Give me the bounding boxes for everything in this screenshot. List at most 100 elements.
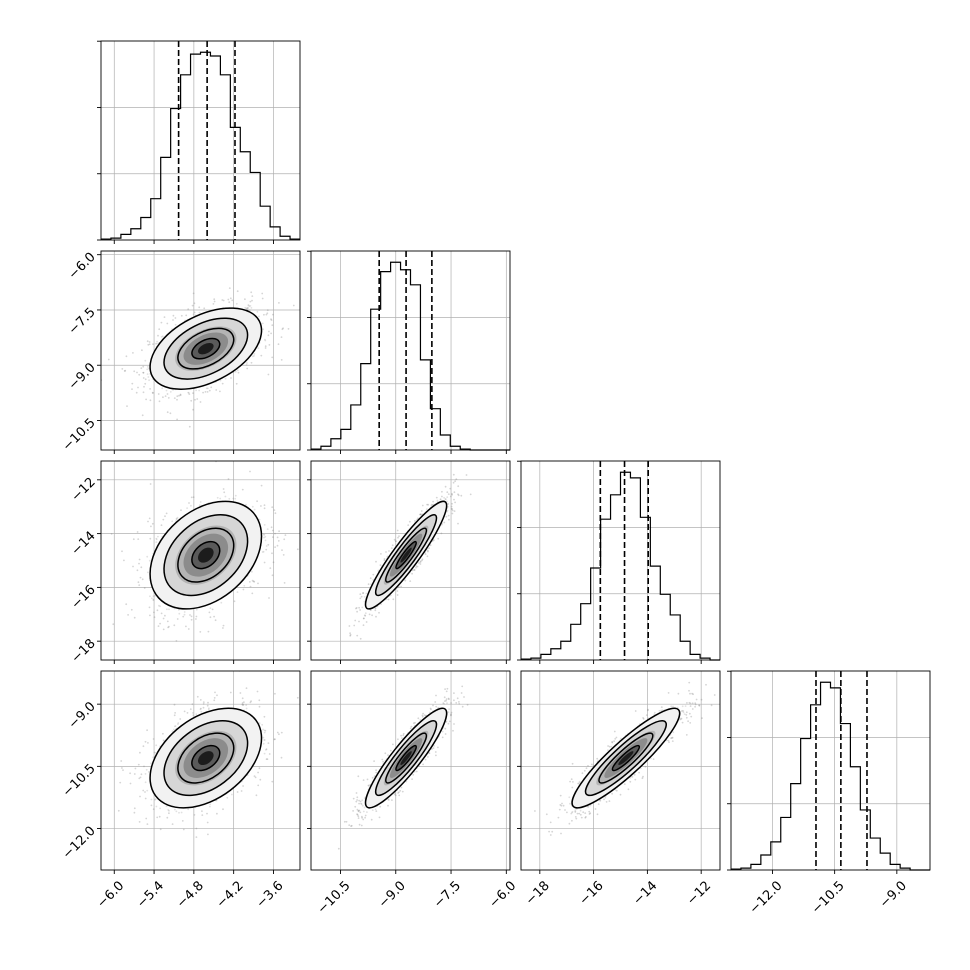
scatter-point [441, 495, 443, 498]
scatter-point [236, 290, 239, 293]
scatter-point [264, 539, 267, 542]
scatter-point [263, 313, 265, 316]
scatter-point [271, 324, 274, 327]
scatter-point [363, 614, 366, 617]
scatter-point [131, 382, 134, 385]
scatter-point [277, 343, 280, 346]
scatter-point [450, 505, 453, 508]
scatter-point [248, 309, 251, 312]
scatter-point [182, 828, 185, 831]
scatter-point [207, 708, 210, 711]
scatter-point [250, 700, 253, 703]
scatter-point [355, 607, 358, 609]
scatter-point [121, 368, 124, 370]
scatter-point [396, 529, 399, 532]
scatter-point [421, 504, 424, 507]
scatter-point [274, 532, 276, 535]
scatter-point [177, 608, 180, 611]
scatter-point [190, 618, 193, 621]
scatter-point [264, 535, 267, 538]
scatter-point [281, 549, 283, 551]
scatter-point [421, 559, 423, 562]
hist-frame [730, 670, 931, 871]
scatter-point [418, 562, 420, 564]
scatter-point [262, 533, 265, 536]
scatter-point [359, 637, 362, 640]
scatter-point [178, 394, 180, 397]
hist-panel-2 [517, 460, 721, 664]
scatter-point [219, 390, 221, 393]
scatter-point [349, 633, 352, 636]
scatter-point [222, 627, 224, 629]
scatter-point [270, 526, 273, 529]
scatter-point [152, 598, 155, 601]
scatter-point [208, 611, 211, 614]
scatter-point [362, 617, 365, 620]
contour-line-3 [149, 307, 263, 390]
scatter-point [453, 491, 456, 494]
scatter-point [209, 803, 212, 806]
scatter-point [398, 535, 400, 537]
scatter-point [369, 577, 372, 580]
scatter-point [447, 514, 450, 517]
scatter-point [264, 338, 266, 341]
scatter-point [174, 317, 177, 319]
scatter-point [264, 339, 267, 342]
scatter-point [165, 389, 168, 392]
scatter-point [365, 621, 368, 623]
scatter-point [110, 533, 113, 535]
scatter-point [276, 544, 279, 547]
scatter-point [175, 517, 178, 520]
scatter-point [187, 308, 190, 311]
scatter-point [152, 808, 155, 811]
scatter-point [136, 371, 138, 374]
scatter-point [144, 781, 147, 784]
scatter-point [132, 352, 134, 354]
contour-line-1 [177, 327, 235, 370]
scatter-point [194, 398, 196, 401]
scatter-point [136, 569, 139, 572]
scatter-point [221, 299, 224, 301]
scatter-point [397, 536, 399, 539]
scatter-point [374, 607, 377, 610]
scatter-point [151, 391, 154, 394]
scatter-point [451, 492, 453, 495]
scatter-point [276, 536, 279, 539]
contour-line-0 [191, 540, 221, 570]
scatter-point [443, 521, 446, 524]
scatter-point [107, 358, 110, 361]
density-shade [198, 547, 214, 563]
scatter-point [209, 607, 212, 609]
scatter-point [206, 391, 209, 393]
scatter-point [447, 493, 450, 495]
scatter-point [224, 377, 227, 380]
scatter-point [362, 624, 365, 627]
scatter-point [250, 291, 253, 294]
scatter-point [245, 503, 247, 506]
scatter-point [292, 304, 295, 307]
scatter-point [349, 632, 351, 635]
scatter-point [415, 565, 418, 568]
scatter-point [131, 388, 133, 390]
scatter-point [451, 502, 453, 505]
scatter-point [222, 624, 225, 627]
scatter-point [137, 763, 140, 766]
scatter-point [213, 615, 216, 618]
scatter-point [440, 523, 443, 526]
scatter-point [141, 578, 144, 581]
scatter-point [242, 588, 245, 591]
scatter-point [236, 369, 239, 372]
scatter-point [166, 608, 168, 611]
scatter-point [233, 600, 236, 603]
scatter-point [260, 505, 262, 507]
scatter-point [440, 532, 443, 535]
scatter-point [198, 504, 201, 506]
scatter-point [453, 510, 456, 512]
scatter-point [122, 769, 124, 771]
scatter-point [234, 370, 237, 373]
scatter-point [269, 567, 272, 569]
scatter-point [359, 609, 361, 611]
scatter-point [267, 334, 270, 337]
scatter-point [263, 536, 265, 539]
scatter-point [263, 715, 266, 718]
